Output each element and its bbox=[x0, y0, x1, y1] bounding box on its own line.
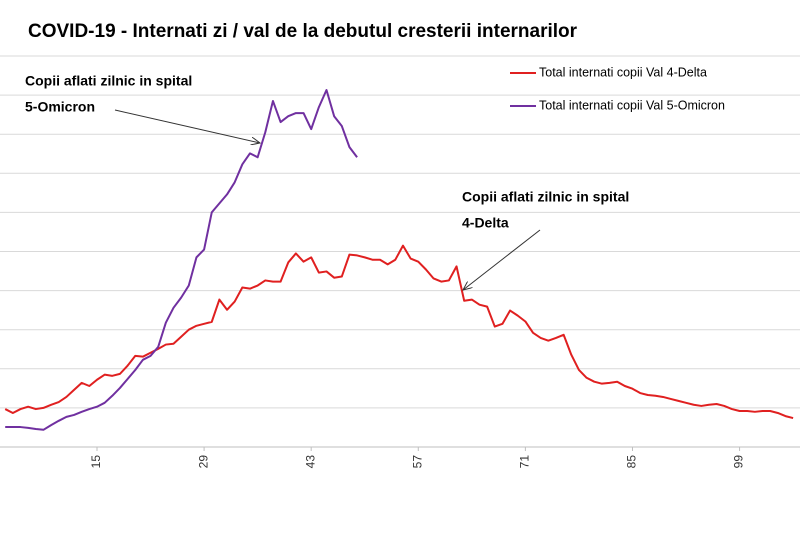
annotation-arrow bbox=[463, 229, 541, 290]
x-tick-label: 85 bbox=[625, 455, 639, 469]
annotation-arrow bbox=[114, 109, 260, 143]
legend: Total internati copii Val 4-Delta Total i… bbox=[510, 65, 725, 112]
chart-title: COVID-19 - Internati zi / val de la debu… bbox=[28, 21, 578, 42]
annotation: Copii aflati zilnic in spital bbox=[462, 189, 629, 205]
x-tick-label: 15 bbox=[89, 455, 103, 469]
legend-label: Total internati copii Val 4-Delta bbox=[539, 65, 707, 79]
x-tick-label: 43 bbox=[303, 455, 317, 469]
legend-label: Total internati copii Val 5-Omicron bbox=[539, 98, 725, 112]
x-tick-label: 29 bbox=[196, 455, 210, 469]
plot-area: 15 29 43 57 71 85 99 bbox=[4, 89, 794, 469]
series-line bbox=[5, 89, 358, 431]
x-tick-label: 99 bbox=[732, 455, 746, 469]
annotation: Copii aflati zilnic in spital bbox=[25, 73, 192, 89]
x-tick-label: 71 bbox=[518, 455, 532, 469]
annotation: 4-Delta bbox=[462, 215, 509, 231]
x-tick-label: 57 bbox=[410, 455, 424, 469]
annotation: 5-Omicron bbox=[25, 99, 95, 115]
series-line bbox=[4, 244, 794, 420]
